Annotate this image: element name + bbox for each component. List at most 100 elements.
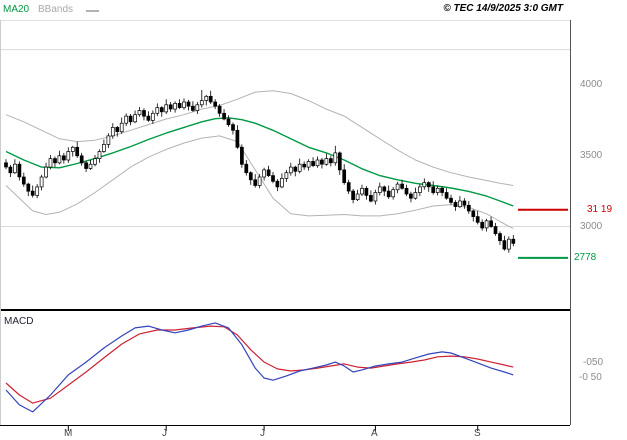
candle-body	[217, 105, 222, 114]
macd-axis-label: -0 50	[579, 372, 602, 383]
candle-body	[79, 155, 84, 164]
candle-body	[262, 169, 266, 178]
candle-body	[30, 190, 35, 196]
candle-body	[458, 200, 462, 208]
candle-body	[155, 107, 160, 114]
candle-body	[466, 204, 471, 212]
candle-body	[168, 104, 173, 110]
candle-body	[119, 122, 124, 133]
candle-body	[498, 233, 502, 242]
candle-body	[146, 115, 151, 121]
candle-body	[431, 186, 436, 193]
macd-axis-label: -050	[583, 357, 604, 368]
candle-body	[110, 127, 115, 137]
candle-body	[93, 158, 97, 165]
candle-body	[102, 144, 106, 152]
candle-body	[471, 210, 476, 217]
candle-body	[355, 193, 360, 201]
month-label: M	[64, 428, 73, 439]
candle-body	[53, 158, 57, 164]
candle-body	[418, 186, 422, 193]
candle-body	[306, 161, 311, 168]
candle-body	[475, 216, 480, 223]
candle-body	[128, 115, 133, 123]
candle-body	[17, 163, 22, 178]
candle-body	[213, 101, 218, 107]
candle-body	[164, 104, 169, 113]
candles-series	[4, 90, 516, 253]
candle-body	[311, 161, 315, 166]
price-axis-label: 3500	[580, 150, 603, 161]
candle-body	[137, 110, 142, 116]
candle-body	[97, 151, 102, 159]
candle-body	[204, 95, 209, 101]
candle-body	[124, 115, 129, 124]
candle-body	[21, 176, 26, 185]
candle-body	[395, 183, 400, 191]
candle-body	[351, 190, 355, 200]
candle-body	[333, 152, 338, 164]
month-label: J	[260, 428, 265, 439]
candle-body	[177, 103, 182, 108]
candle-body	[288, 166, 293, 174]
price-axis-label: 4000	[580, 79, 603, 90]
candle-body	[195, 104, 200, 111]
candle-body	[369, 195, 373, 202]
candle-body	[26, 183, 31, 192]
candle-body	[489, 220, 493, 227]
candle-body	[404, 187, 409, 195]
candle-body	[150, 112, 155, 121]
candle-body	[70, 146, 75, 152]
candle-body	[297, 163, 302, 172]
candle-body	[66, 151, 71, 161]
candle-body	[346, 182, 351, 192]
candle-body	[226, 118, 231, 126]
candle-body	[275, 180, 280, 188]
candle-body	[231, 124, 235, 131]
candle-body	[480, 221, 485, 229]
candle-body	[320, 159, 324, 165]
candle-body	[329, 158, 333, 164]
candle-body	[444, 192, 449, 199]
candle-body	[4, 162, 8, 168]
candle-body	[364, 187, 369, 196]
candle-body	[484, 220, 489, 229]
candle-body	[199, 100, 204, 106]
candle-body	[13, 163, 17, 174]
candle-body	[337, 152, 342, 171]
bbands-line-swatch	[86, 10, 99, 12]
candle-body	[409, 193, 413, 199]
candle-body	[240, 146, 244, 165]
legend-bbands-label: BBands	[38, 4, 74, 15]
macd-line	[5, 322, 514, 413]
month-label: A	[371, 428, 378, 439]
candle-body	[284, 172, 289, 179]
candle-body	[115, 127, 120, 132]
candle-body	[493, 226, 498, 234]
candle-body	[222, 112, 226, 120]
candle-body	[191, 105, 195, 111]
price-axis-label: 3000	[580, 221, 603, 232]
candle-body	[84, 162, 88, 169]
candle-body	[133, 114, 137, 123]
candle-body	[391, 189, 396, 198]
macd-signal-line	[5, 325, 514, 404]
copyright-text: © TEC 14/9/2025 3:0 GMT	[443, 3, 563, 14]
candle-body	[106, 135, 111, 145]
candle-body	[440, 187, 444, 193]
candle-body	[382, 186, 387, 192]
candle-body	[293, 166, 298, 172]
candle-body	[422, 182, 427, 188]
candle-body	[208, 95, 213, 103]
candle-body	[324, 158, 329, 165]
candle-body	[502, 240, 507, 250]
resistance-level-label: 31 19	[587, 204, 613, 215]
candle-body	[453, 202, 458, 207]
macd-panel-title: MACD	[4, 316, 34, 327]
candle-body	[257, 176, 262, 186]
candle-body	[315, 159, 320, 167]
candle-body	[462, 200, 467, 206]
candle-body	[173, 103, 177, 110]
candle-body	[186, 101, 191, 107]
